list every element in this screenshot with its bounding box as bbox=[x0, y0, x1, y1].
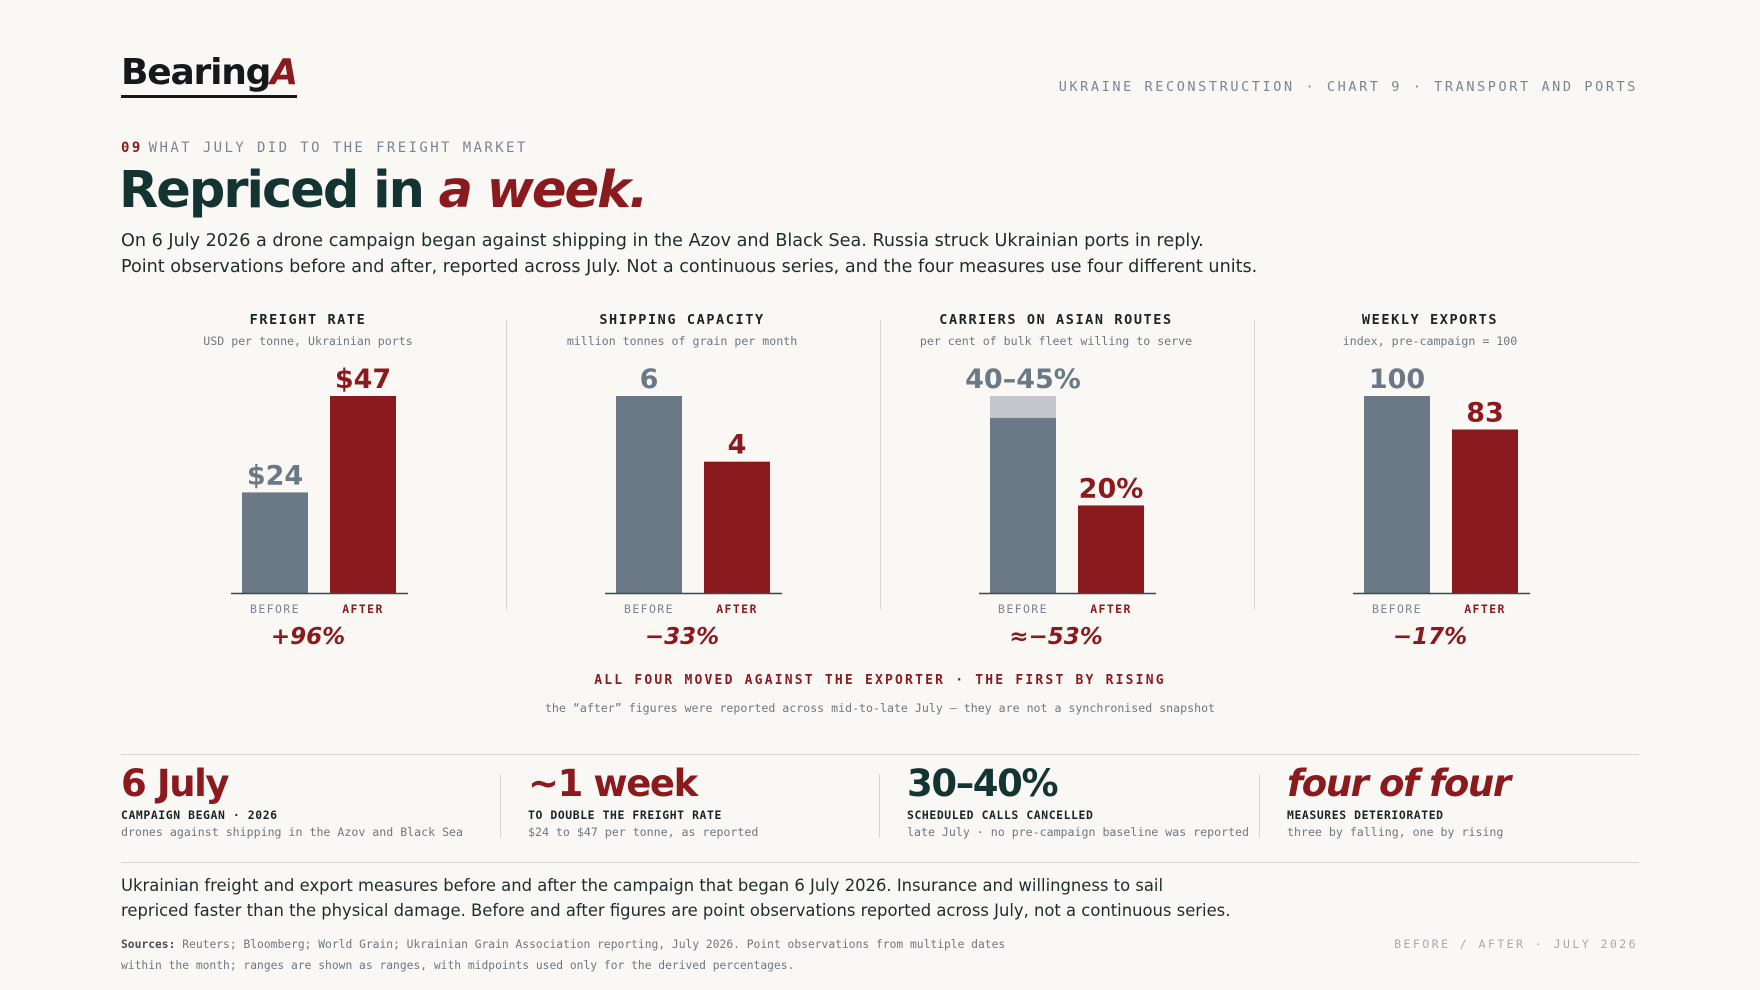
bar-after bbox=[330, 396, 396, 593]
stat-value: 30–40% bbox=[907, 762, 1059, 805]
category-label: AFTER bbox=[1464, 602, 1506, 616]
panel-unit: million tonnes of grain per month bbox=[566, 334, 798, 348]
caption-line: repriced faster than the physical damage… bbox=[121, 901, 1231, 920]
bar-chart-svg: $24 BEFORE $47 AFTER bbox=[231, 364, 408, 616]
sources-text: Reuters; Bloomberg; World Grain; Ukraini… bbox=[182, 938, 1006, 951]
stat-sub: late July · no pre-campaign baseline was… bbox=[907, 825, 1250, 839]
panel-weekly-exports: WEEKLY EXPORTS index, pre-campaign = 100… bbox=[1243, 310, 1617, 660]
change-label: −33% bbox=[644, 624, 720, 650]
stat-divider bbox=[879, 774, 880, 838]
title-plain: Repriced in bbox=[119, 161, 425, 220]
stat-double-rate: ~1 week TO DOUBLE THE FREIGHT RATE $24 t… bbox=[528, 762, 898, 839]
dek: On 6 July 2026 a drone campaign began ag… bbox=[121, 228, 1521, 280]
change-label: −17% bbox=[1392, 624, 1468, 650]
bar-value-label: 40–45% bbox=[965, 364, 1081, 395]
panel-shipping-capacity: SHIPPING CAPACITY million tonnes of grai… bbox=[495, 310, 869, 660]
change-label: ≈−53% bbox=[1009, 624, 1103, 650]
bar-value-label: $47 bbox=[335, 364, 391, 395]
bar-before bbox=[1364, 396, 1430, 593]
stat-sub: three by falling, one by rising bbox=[1287, 825, 1504, 839]
stat-campaign-began: 6 July CAMPAIGN BEGAN · 2026 drones agai… bbox=[121, 762, 491, 839]
dek-line: Point observations before and after, rep… bbox=[121, 257, 1258, 277]
bar-after bbox=[1078, 505, 1144, 593]
bar-value-label: 20% bbox=[1079, 473, 1144, 504]
category-label: BEFORE bbox=[250, 602, 300, 616]
stat-value: ~1 week bbox=[528, 762, 698, 805]
chart-number: 09 bbox=[121, 140, 143, 156]
bar-before bbox=[616, 396, 682, 593]
bar-before bbox=[242, 492, 308, 593]
category-label: BEFORE bbox=[998, 602, 1048, 616]
title-accent: a week. bbox=[438, 161, 649, 220]
summary-headline: ALL FOUR MOVED AGAINST THE EXPORTER · TH… bbox=[594, 673, 1166, 688]
summary-note: the “after” figures were reported across… bbox=[544, 701, 1216, 715]
bar-after bbox=[1452, 429, 1518, 593]
stat-value: four of four bbox=[1287, 762, 1511, 805]
stat-label: MEASURES DETERIORATED bbox=[1287, 808, 1444, 822]
logo-text: Bearing bbox=[121, 52, 271, 93]
panel-title: WEEKLY EXPORTS bbox=[1361, 312, 1499, 328]
stat-sub: drones against shipping in the Azov and … bbox=[121, 825, 464, 839]
bar-before bbox=[990, 417, 1056, 593]
stat-label: SCHEDULED CALLS CANCELLED bbox=[907, 808, 1094, 822]
panel-title: SHIPPING CAPACITY bbox=[599, 312, 765, 328]
logo-mark: A bbox=[270, 52, 298, 93]
eyebrow: 09 WHAT JULY DID TO THE FREIGHT MARKET bbox=[121, 140, 528, 156]
panel-carriers-asian-routes: CARRIERS ON ASIAN ROUTES per cent of bul… bbox=[869, 310, 1243, 660]
page-title: Repriced in a week. bbox=[119, 158, 649, 224]
stat-measures-deteriorated: four of four MEASURES DETERIORATED three… bbox=[1287, 762, 1657, 839]
category-label: BEFORE bbox=[1372, 602, 1422, 616]
panel-divider bbox=[1254, 320, 1255, 610]
sources-line: Sources: Reuters; Bloomberg; World Grain… bbox=[121, 934, 1121, 955]
panel-divider bbox=[880, 320, 881, 610]
bar-value-label: 4 bbox=[728, 430, 747, 461]
brand-logo[interactable]: BearingA bbox=[121, 52, 298, 98]
stat-value: 6 July bbox=[121, 762, 230, 805]
bar-value-label: 6 bbox=[640, 364, 659, 395]
panel-unit: index, pre-campaign = 100 bbox=[1342, 334, 1518, 348]
caption-line: Ukrainian freight and export measures be… bbox=[121, 876, 1164, 895]
stat-label: CAMPAIGN BEGAN · 2026 bbox=[121, 808, 278, 822]
category-label: AFTER bbox=[342, 602, 384, 616]
bar-chart-svg: 6 BEFORE 4 AFTER bbox=[605, 364, 782, 616]
bar-after bbox=[704, 461, 770, 593]
chart-panels: FREIGHT RATE USD per tonne, Ukrainian po… bbox=[121, 310, 1639, 660]
footer-note: BEFORE / AFTER · JULY 2026 bbox=[1394, 937, 1638, 951]
caption: Ukrainian freight and export measures be… bbox=[121, 873, 1231, 923]
bar-value-label: 100 bbox=[1369, 364, 1425, 395]
bar-chart-svg: 100 BEFORE 83 AFTER bbox=[1353, 364, 1530, 616]
stat-calls-cancelled: 30–40% SCHEDULED CALLS CANCELLED late Ju… bbox=[907, 762, 1277, 839]
category-label: AFTER bbox=[1090, 602, 1132, 616]
series-kicker: UKRAINE RECONSTRUCTION · CHART 9 · TRANS… bbox=[1058, 79, 1638, 95]
sources-line: within the month; ranges are shown as ra… bbox=[121, 959, 795, 972]
bar-value-label: $24 bbox=[247, 460, 303, 491]
sources-label: Sources: bbox=[121, 938, 176, 951]
stat-divider bbox=[1259, 774, 1260, 838]
panel-title: FREIGHT RATE bbox=[249, 312, 367, 328]
panel-title: CARRIERS ON ASIAN ROUTES bbox=[939, 312, 1173, 328]
stat-label: TO DOUBLE THE FREIGHT RATE bbox=[528, 808, 722, 822]
stat-sub: $24 to $47 per tonne, as reported bbox=[528, 825, 759, 839]
dek-line: On 6 July 2026 a drone campaign began ag… bbox=[121, 231, 1204, 251]
panel-unit: USD per tonne, Ukrainian ports bbox=[203, 334, 413, 348]
category-label: BEFORE bbox=[624, 602, 674, 616]
key-stats: 6 July CAMPAIGN BEGAN · 2026 drones agai… bbox=[121, 762, 1639, 842]
bar-range-before bbox=[990, 396, 1056, 418]
sources: Sources: Reuters; Bloomberg; World Grain… bbox=[121, 934, 1121, 976]
bar-chart-svg: 40–45% BEFORE 20% AFTER bbox=[965, 364, 1156, 616]
panel-divider bbox=[506, 320, 507, 610]
divider-rule bbox=[121, 862, 1639, 863]
stat-divider bbox=[500, 774, 501, 838]
category-label: AFTER bbox=[716, 602, 758, 616]
eyebrow-text: WHAT JULY DID TO THE FREIGHT MARKET bbox=[148, 140, 528, 156]
panel-unit: per cent of bulk fleet willing to serve bbox=[919, 334, 1193, 348]
divider-rule bbox=[121, 754, 1639, 755]
change-label: +96% bbox=[270, 624, 346, 650]
bar-value-label: 83 bbox=[1466, 397, 1504, 428]
panel-freight-rate: FREIGHT RATE USD per tonne, Ukrainian po… bbox=[121, 310, 495, 660]
